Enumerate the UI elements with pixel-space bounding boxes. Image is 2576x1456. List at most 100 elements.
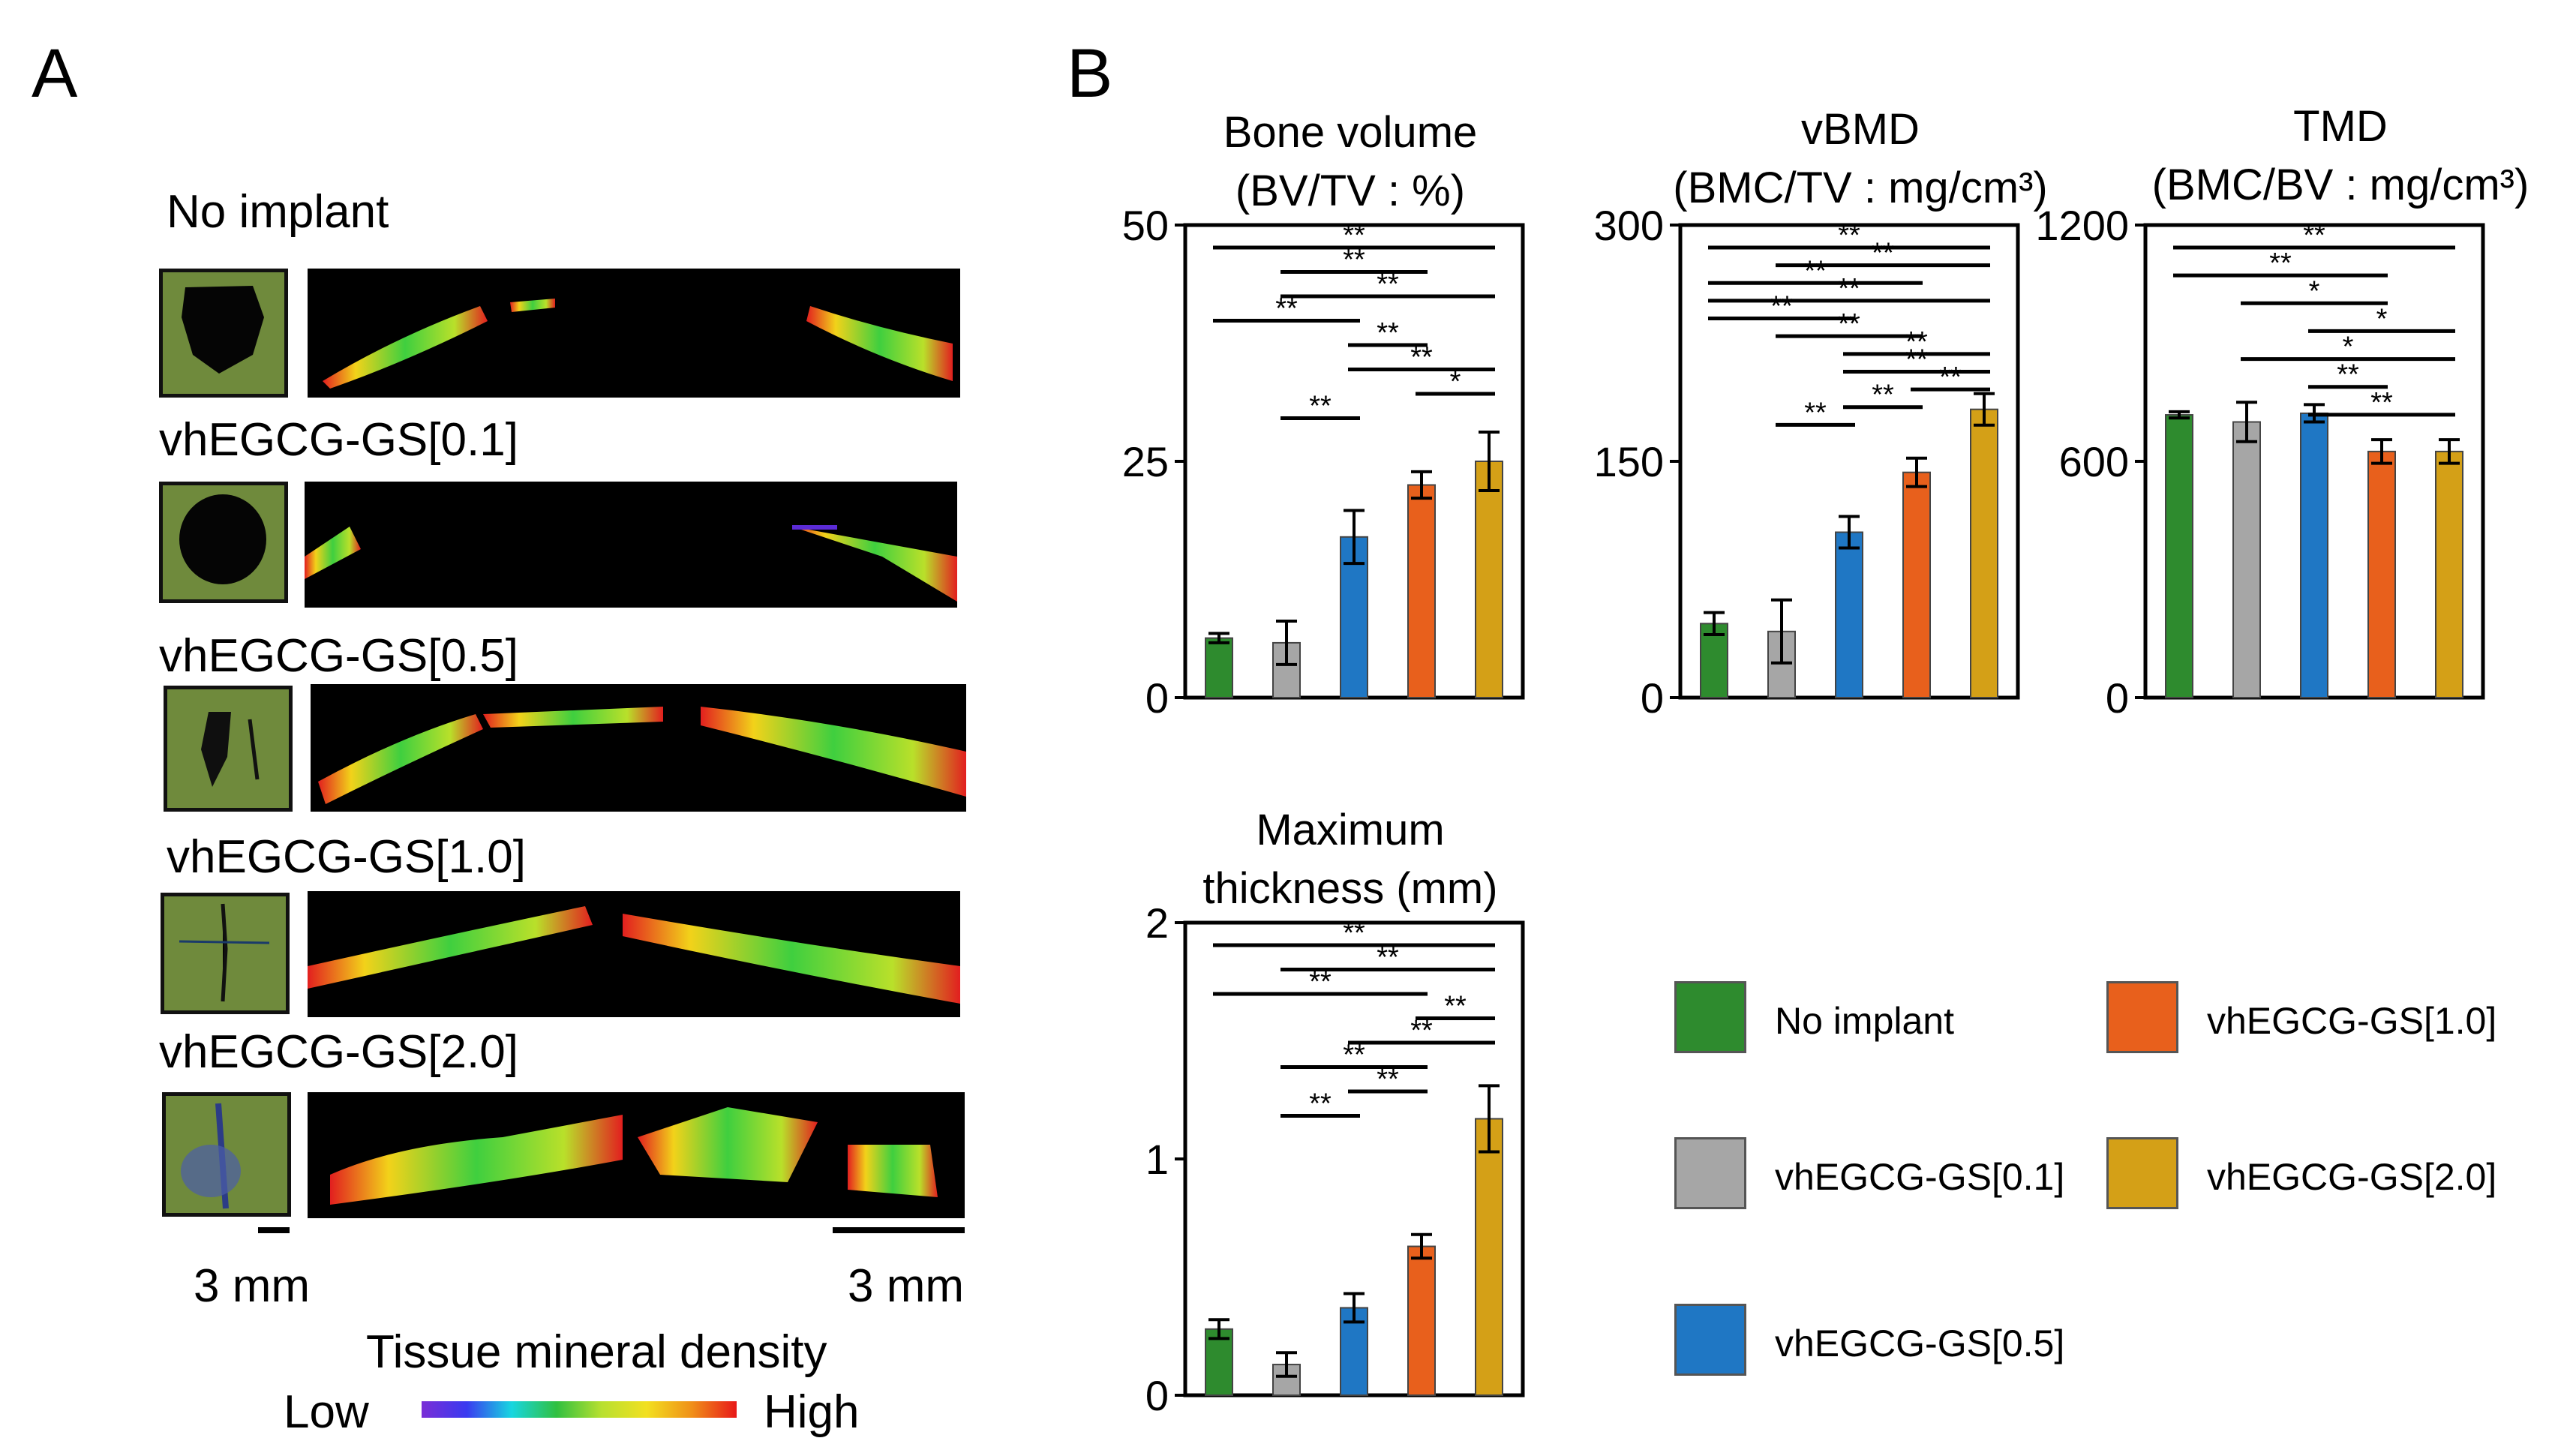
panel-a-letter: A <box>32 35 78 112</box>
y-tick-label: 0 <box>2106 674 2129 722</box>
y-tick-label: 25 <box>1122 438 1169 485</box>
significance-label: ** <box>1410 1015 1433 1046</box>
significance-label: ** <box>1377 269 1399 300</box>
legend-label-1-0: vhEGCG-GS[1.0] <box>2207 1000 2497 1042</box>
scalebar-thumbnail <box>258 1227 290 1233</box>
bar-1 <box>1205 637 1233 698</box>
chart-4-title-line2: thickness (mm) <box>1202 864 1498 914</box>
bar-1 <box>2165 414 2193 698</box>
significance-label: ** <box>1343 917 1365 949</box>
significance-label: ** <box>1377 942 1399 974</box>
bar-3 <box>1835 531 1863 698</box>
significance-label: ** <box>2269 248 2292 279</box>
significance-label: ** <box>1939 362 1962 393</box>
scalebar-scan <box>833 1227 965 1233</box>
bar-3 <box>2300 412 2328 698</box>
significance-label: ** <box>1343 245 1365 276</box>
thumbnail-2-0 <box>162 1092 291 1217</box>
chart-4-title: Maximum thickness (mm) <box>1170 801 1530 919</box>
y-tick-label: 1 <box>1145 1136 1169 1183</box>
legend-swatch-1-0 <box>2106 981 2178 1053</box>
significance-label: ** <box>2337 359 2359 391</box>
significance-label: ** <box>1905 326 1928 358</box>
thumbnail-0-1 <box>159 482 288 603</box>
legend-swatch-no-implant <box>1674 981 1746 1053</box>
sample-label-2-0: vhEGCG-GS[2.0] <box>159 1026 518 1078</box>
significance-label: ** <box>1309 966 1332 998</box>
bar-4 <box>1407 484 1436 698</box>
y-tick-label: 1200 <box>2035 210 2129 249</box>
thumbnail-no-implant <box>159 269 288 398</box>
legend-swatch-0-5 <box>1674 1304 1746 1376</box>
significance-label: ** <box>2303 220 2325 251</box>
bar-2 <box>1767 630 1796 698</box>
significance-label: ** <box>1275 293 1298 325</box>
sample-label-1-0: vhEGCG-GS[1.0] <box>167 831 526 883</box>
legend-swatch-2-0 <box>2106 1137 2178 1209</box>
chart-2-title: vBMD (BMC/TV : mg/cm³) <box>1650 101 2070 218</box>
significance-label: ** <box>1838 220 1860 251</box>
significance-label: ** <box>1309 391 1332 422</box>
y-tick-label: 600 <box>2059 438 2129 485</box>
significance-label: ** <box>1444 991 1467 1022</box>
legend-label-0-5: vhEGCG-GS[0.5] <box>1775 1322 2065 1364</box>
colorbar-title: Tissue mineral density <box>366 1326 827 1378</box>
significance-label: ** <box>1410 342 1433 374</box>
chart-3-title: TMD (BMC/BV : mg/cm³) <box>2130 98 2550 215</box>
bar-5 <box>1475 1118 1503 1396</box>
significance-label: * <box>1450 366 1461 398</box>
chart-4-title-line1: Maximum <box>1256 806 1445 854</box>
significance-label: ** <box>1872 238 1894 269</box>
ct-scan-2-0 <box>308 1092 965 1218</box>
bar-chart-maximum-thickness: 0 1 2 ** ** ** ** ** ** ** ** <box>1145 908 1525 1419</box>
chart-1-title-line1: Bone volume <box>1223 108 1478 157</box>
colorbar-gradient <box>422 1401 737 1418</box>
bar-4 <box>1902 471 1931 698</box>
significance-label: * <box>2376 303 2388 335</box>
significance-label: ** <box>1804 255 1827 287</box>
y-tick-label: 50 <box>1122 210 1169 249</box>
bar-5 <box>2435 450 2463 698</box>
significance-label: ** <box>1377 1064 1399 1095</box>
bar-4 <box>2367 450 2396 698</box>
bar-2 <box>2232 421 2261 698</box>
colorbar-low-label: Low <box>284 1386 369 1438</box>
bar-1 <box>1205 1328 1233 1396</box>
y-tick-label: 300 <box>1594 210 1664 249</box>
significance-label: ** <box>1377 317 1399 349</box>
thumbnail-1-0 <box>161 893 290 1014</box>
sample-label-0-1: vhEGCG-GS[0.1] <box>159 414 518 466</box>
significance-label: ** <box>1343 220 1365 251</box>
significance-label: ** <box>1838 308 1860 340</box>
significance-label: ** <box>1905 344 1928 375</box>
y-tick-label: 2 <box>1145 908 1169 947</box>
scalebar-right-label: 3 mm <box>848 1260 964 1312</box>
significance-label: * <box>2309 275 2320 307</box>
ct-scan-0-1 <box>305 482 957 608</box>
chart-1-title: Bone volume (BV/TV : %) <box>1170 104 1530 221</box>
y-tick-label: 0 <box>1145 674 1169 722</box>
chart-2-title-line1: vBMD <box>1801 105 1920 154</box>
chart-3-title-line2: (BMC/BV : mg/cm³) <box>2151 161 2529 210</box>
bar-4 <box>1407 1245 1436 1396</box>
colorbar-high-label: High <box>764 1386 860 1438</box>
legend-label-0-1: vhEGCG-GS[0.1] <box>1775 1156 2065 1198</box>
sample-label-no-implant: No implant <box>167 186 389 238</box>
significance-label: ** <box>1838 273 1860 305</box>
chart-1-title-line2: (BV/TV : %) <box>1235 167 1466 216</box>
scalebar-left-label: 3 mm <box>194 1260 310 1312</box>
significance-label: ** <box>1343 1040 1365 1071</box>
y-tick-label: 150 <box>1594 438 1664 485</box>
y-tick-label: 0 <box>1641 674 1664 722</box>
significance-label: ** <box>1309 1088 1332 1120</box>
y-tick-label: 0 <box>1145 1372 1169 1419</box>
legend-label-no-implant: No implant <box>1775 1000 1954 1042</box>
significance-label: ** <box>1770 291 1793 323</box>
bar-5 <box>1970 408 1998 698</box>
sample-label-0-5: vhEGCG-GS[0.5] <box>159 630 518 682</box>
thumbnail-0-5 <box>164 686 293 812</box>
chart-3-title-line1: TMD <box>2293 102 2388 151</box>
